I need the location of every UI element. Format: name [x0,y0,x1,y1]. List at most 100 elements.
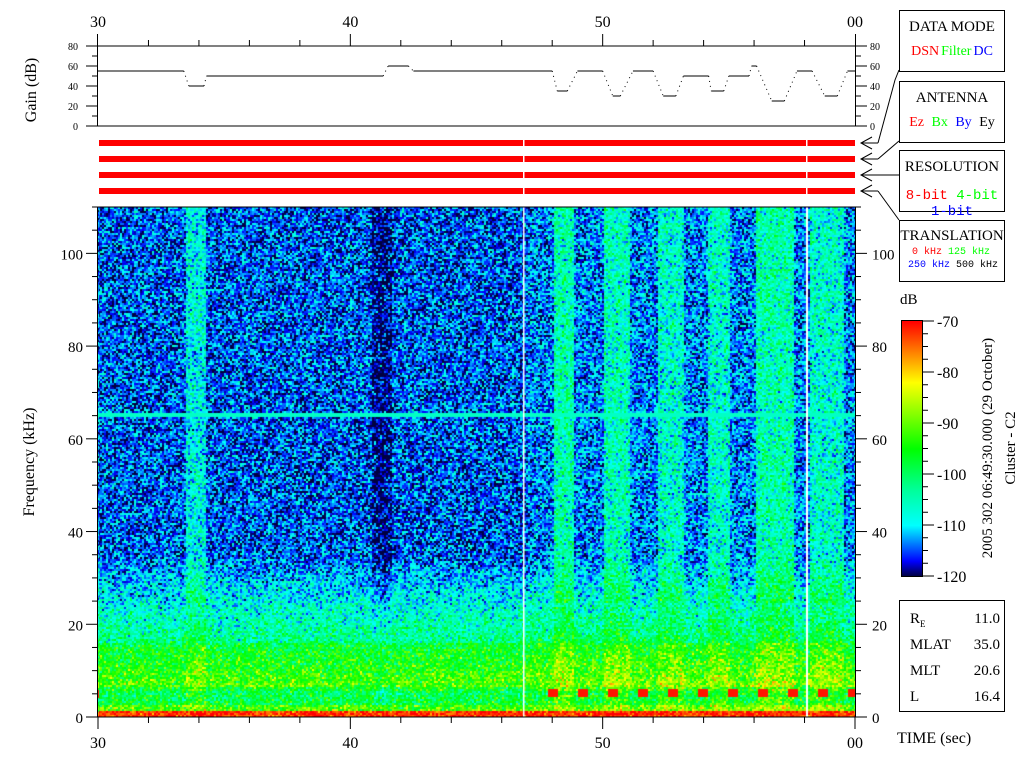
colorbar-tick-label: -70 [937,314,958,331]
colorbar-row [902,541,922,542]
colorbar-row [902,411,922,412]
colorbar-row [902,531,922,532]
gain-y-label-right: 20 [870,102,880,113]
colorbar-row [902,551,922,552]
resolution-8bit: 8-bit [905,188,948,204]
info-mlt-value: 20.6 [973,663,1000,679]
status-bar [99,188,855,194]
connector-line [877,190,900,221]
colorbar-row [902,356,922,357]
colorbar-row [902,548,922,549]
colorbar-row [902,413,922,414]
colorbar-label: dB [900,292,918,308]
antenna-title: ANTENNA [915,90,989,106]
colorbar-row [902,403,922,404]
timestamp-label: 2005 302 06:49:30.000 (29 October) [980,338,996,558]
colorbar-row [902,394,922,395]
colorbar-row [902,405,922,406]
colorbar-row [902,380,922,381]
colorbar-row [902,572,922,573]
data-mode-dsn: DSN [911,44,940,59]
resolution-title: RESOLUTION [904,159,1000,175]
colorbar-row [902,482,922,483]
orbit-info-panel: RE 11.0 MLAT 35.0 MLT 20.6 L 16.4 [899,600,1005,712]
colorbar-row [902,355,922,356]
colorbar-row [902,492,922,493]
colorbar-row [902,520,922,521]
colorbar-row [902,454,922,455]
colorbar-row [902,523,922,524]
gain-y-label: 0 [73,122,78,133]
colorbar-row [902,513,922,514]
colorbar-row [902,364,922,365]
colorbar-row [902,389,922,390]
bottom-time-label: 30 [90,735,106,752]
gain-trace-transition [756,65,773,102]
antenna-ey: Ey [979,115,995,130]
colorbar-row [902,514,922,515]
colorbar-row [902,522,922,523]
colorbar-row [902,368,922,369]
colorbar-row [902,502,922,503]
colorbar-row [902,560,922,561]
colorbar-row [902,518,922,519]
colorbar-row [902,547,922,548]
colorbar-row [902,395,922,396]
colorbar-row [902,453,922,454]
bottom-time-label: 40 [342,735,358,752]
colorbar-row [902,561,922,562]
colorbar-row [902,343,922,344]
connector-line [877,140,900,160]
colorbar-row [902,552,922,553]
colorbar-row [902,333,922,334]
status-bar-gap [806,140,808,146]
colorbar-row [902,433,922,434]
data-mode-dc: DC [973,44,993,59]
colorbar-row [902,448,922,449]
colorbar-row [902,555,922,556]
colorbar-row [902,340,922,341]
colorbar-row [902,374,922,375]
colorbar-row [902,452,922,453]
colorbar-row [902,449,922,450]
status-bar-gap [523,156,525,162]
colorbar-row [902,358,922,359]
colorbar-row [902,501,922,502]
colorbar-row [902,461,922,462]
colorbar-row [902,321,922,322]
data-mode-filter: Filter [941,44,972,59]
colorbar-row [902,337,922,338]
colorbar-row [902,537,922,538]
translation-title: TRANSLATION [900,228,1004,244]
colorbar-row [902,439,922,440]
status-bar-gap [806,172,808,178]
colorbar-row [902,567,922,568]
colorbar-row [902,557,922,558]
colorbar-row [902,399,922,400]
bottom-time-label: 50 [595,735,611,752]
colorbar-row [902,438,922,439]
gain-trace-transition [836,70,848,97]
colorbar-row [902,332,922,333]
info-mlat: MLAT 35.0 [900,633,1004,657]
colorbar-row [902,365,922,366]
status-bar-gap [523,172,525,178]
colorbar-row [902,498,922,499]
info-mlat-label: MLAT [910,637,951,653]
status-bar [99,172,855,178]
freq-label: 60 [68,433,83,449]
colorbar-row [902,432,922,433]
info-re-sub: E [920,619,926,629]
gain-trace-transition [811,70,826,97]
colorbar-row [902,475,922,476]
colorbar-row [902,491,922,492]
status-bar [99,156,855,162]
status-bar-gap [806,156,808,162]
colorbar-row [902,511,922,512]
colorbar-row [902,529,922,530]
colorbar-row [902,549,922,550]
antenna-panel: ANTENNA Ez Bx By Ey [899,81,1005,143]
colorbar-row [902,428,922,429]
colorbar-row [902,540,922,541]
colorbar-row [902,565,922,566]
